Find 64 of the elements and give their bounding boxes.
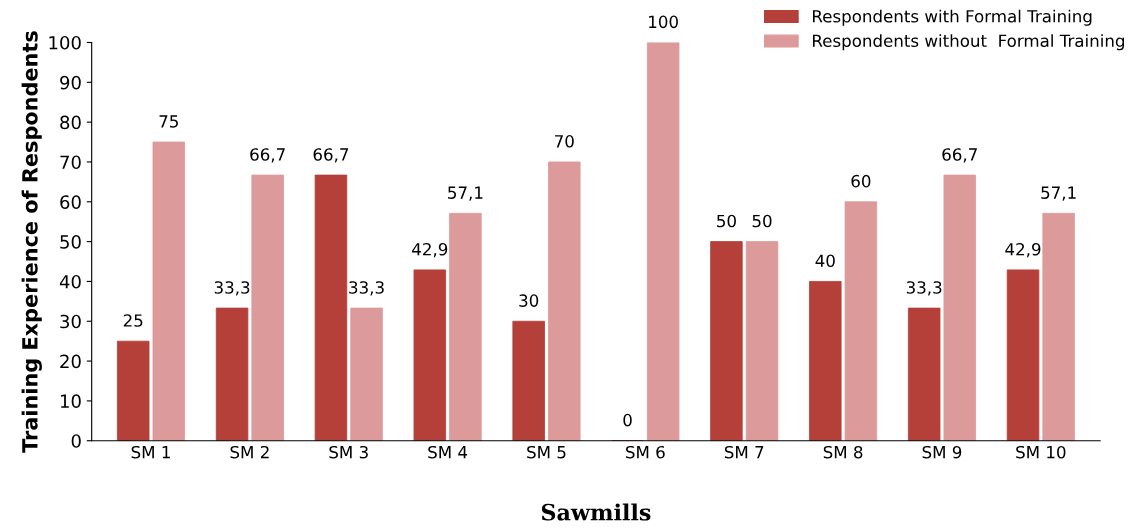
x-axis-title: Sawmills (541, 503, 651, 521)
x-tick-label: SM 5 (527, 445, 566, 459)
y-tick-label: 0 (71, 434, 81, 448)
bar (907, 307, 941, 441)
data-label: 42,9 (412, 242, 448, 258)
data-label: 30 (519, 294, 539, 307)
y-tick-label: 40 (59, 274, 81, 289)
x-tick-label: SM 7 (724, 445, 764, 459)
y-tick-label: 20 (60, 354, 81, 369)
data-label: 60 (851, 174, 871, 188)
y-axis-title: Training Experience of Respondents (21, 31, 42, 453)
bar (449, 212, 482, 441)
y-tick-label: 50 (60, 235, 81, 249)
x-tick-label: SM 10 (1016, 445, 1066, 459)
data-label: 57,1 (1041, 186, 1076, 201)
bar (548, 161, 581, 441)
bar (646, 42, 680, 441)
bar (314, 174, 348, 441)
data-label: 100 (649, 15, 678, 29)
bar (215, 307, 249, 441)
data-label: 66,7 (942, 148, 977, 163)
bar (1042, 212, 1075, 441)
bar (413, 269, 447, 441)
data-label: 33,3 (214, 281, 250, 296)
data-label: 0 (623, 413, 632, 427)
y-tick-label: 30 (60, 314, 81, 329)
data-label: 66,7 (313, 148, 349, 163)
bar (809, 281, 842, 441)
legend-label: Respondents without Formal Training (813, 34, 1124, 51)
legend-label: Respondents with Formal Training (813, 9, 1092, 26)
data-label: 50 (752, 214, 772, 228)
x-tick-label: SM 2 (230, 445, 269, 459)
x-tick-label: SM 4 (428, 445, 468, 459)
y-tick-label: 70 (60, 155, 81, 170)
data-label: 75 (159, 115, 178, 128)
data-label: 50 (717, 214, 736, 228)
bar (943, 174, 976, 441)
x-tick-label: SM 3 (329, 445, 368, 459)
y-tick-label: 10 (60, 394, 81, 409)
data-label: 33,3 (349, 281, 384, 296)
x-tick-label: SM 8 (823, 445, 863, 459)
data-label: 33,3 (906, 281, 942, 296)
x-tick-label: SM 6 (626, 445, 665, 459)
data-label: 57,1 (448, 186, 483, 201)
y-tick-label: 90 (60, 75, 81, 90)
bar (745, 241, 779, 441)
x-tick-label: SM 1 (131, 445, 170, 459)
bar (251, 174, 284, 441)
bar (512, 320, 545, 441)
bar (710, 241, 743, 441)
y-tick-label: 80 (60, 115, 81, 130)
data-label: 70 (555, 135, 574, 148)
bar (844, 201, 878, 441)
data-label: 42,9 (1005, 242, 1041, 258)
bar (1006, 269, 1040, 441)
bar (152, 141, 186, 441)
data-label: 66,7 (250, 148, 285, 163)
bar (116, 340, 150, 441)
bar (350, 307, 383, 441)
y-tick-label: 60 (60, 195, 81, 209)
data-label: 25 (123, 314, 143, 327)
data-label: 40 (815, 254, 835, 268)
y-tick-label: 100 (49, 35, 81, 50)
x-tick-label: SM 9 (922, 445, 962, 459)
